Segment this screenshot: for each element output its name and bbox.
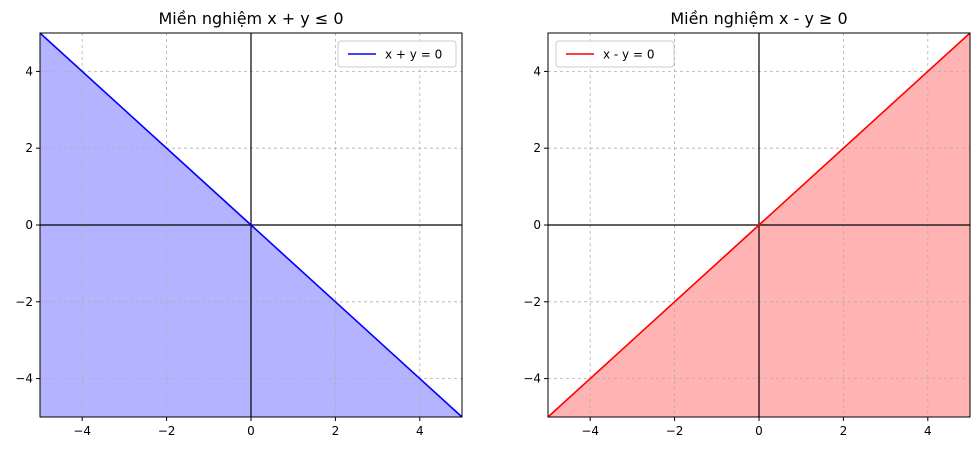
x-tick-label-1: −2	[158, 424, 176, 438]
y-tick-label-1: −2	[523, 295, 541, 309]
legend-label-1: x - y = 0	[603, 48, 654, 62]
chart-title: Miền nghiệm x - y ≥ 0	[670, 9, 847, 28]
plot-area	[40, 33, 462, 417]
y-tick-label-4: 4	[25, 64, 33, 78]
y-tick-label-4: 4	[533, 64, 541, 78]
y-tick-label-2: 0	[25, 218, 33, 232]
x-tick-label-2: 0	[247, 424, 255, 438]
chart-panel-2: −4 −2 0 2 4 −4 −2 0 2 4 Miền nghiệm x - y ≥ 0 x - y…	[523, 9, 971, 438]
y-tick-label-2: 0	[533, 218, 541, 232]
plot-area	[548, 33, 970, 417]
series-line-1	[548, 33, 970, 417]
x-tick-label-0: −4	[581, 424, 599, 438]
x-tick-label-3: 2	[332, 424, 340, 438]
legend: x - y = 0	[555, 40, 675, 68]
y-tick-label-0: −4	[15, 372, 33, 386]
legend-label-1: x + y = 0	[385, 48, 442, 62]
legend: x + y = 0	[337, 40, 457, 68]
legend-box	[337, 40, 457, 68]
y-tick-label-0: −4	[523, 372, 541, 386]
chart-title: Miền nghiệm x + y ≤ 0	[159, 9, 344, 28]
chart-panel-1: −4 −2 0 2 4 −4 −2 0 2 4 Miền nghiệm x + y ≤ 0 x + y…	[15, 9, 463, 438]
x-tick-label-4: 4	[416, 424, 424, 438]
legend-box	[555, 40, 675, 68]
y-tick-label-3: 2	[25, 141, 33, 155]
x-tick-label-1: −2	[666, 424, 684, 438]
x-tick-label-4: 4	[924, 424, 932, 438]
x-tick-label-0: −4	[73, 424, 91, 438]
y-tick-label-3: 2	[533, 141, 541, 155]
x-tick-label-3: 2	[840, 424, 848, 438]
y-tick-label-1: −2	[15, 295, 33, 309]
series-line-1	[40, 33, 462, 417]
x-tick-label-2: 0	[755, 424, 763, 438]
